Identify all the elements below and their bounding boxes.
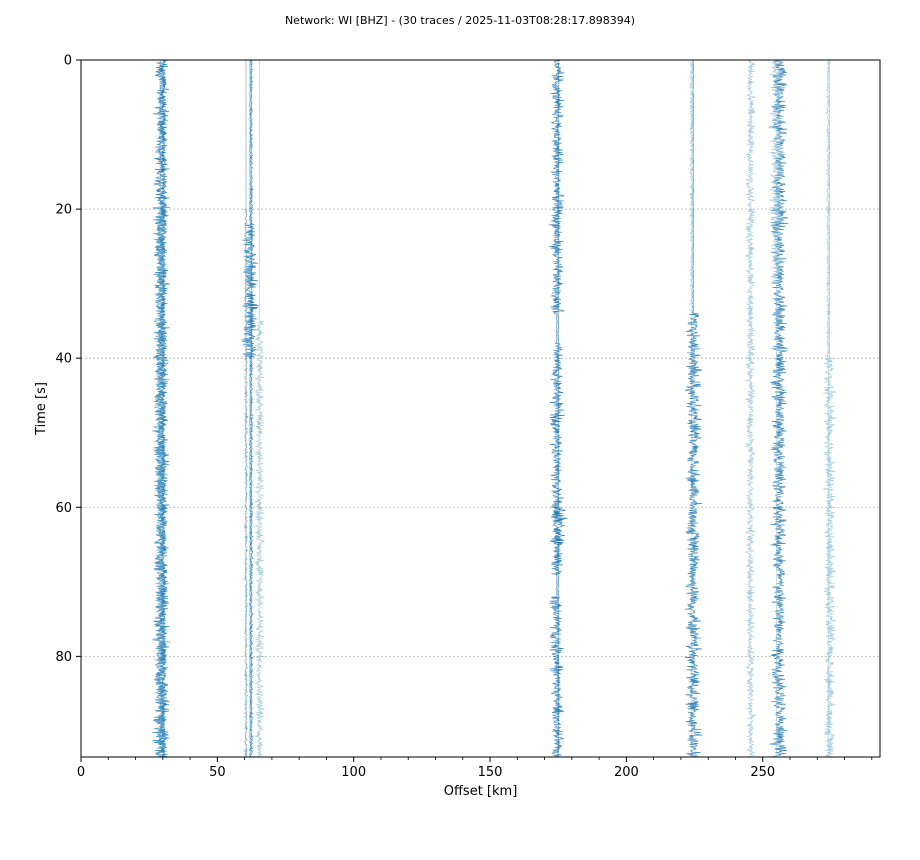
trace-14 xyxy=(768,59,785,758)
trace-15 xyxy=(822,59,837,758)
trace-7 xyxy=(254,59,266,758)
plot-frame xyxy=(80,59,881,758)
trace-5 xyxy=(248,59,255,758)
x-tick-label: 0 xyxy=(77,765,85,780)
trace-4 xyxy=(241,59,259,758)
x-tick-label: 50 xyxy=(209,765,226,780)
x-axis: 0 50 100 150 200 250 xyxy=(77,757,873,780)
trace-9 xyxy=(549,59,568,758)
y-tick-label: 20 xyxy=(55,203,72,218)
x-tick-label: 250 xyxy=(750,765,775,780)
x-tick-label: 200 xyxy=(614,765,639,780)
y-axis-label: Time [s] xyxy=(34,382,49,436)
x-axis-label: Offset [km] xyxy=(444,784,518,799)
y-axis: 0 20 40 60 80 xyxy=(55,54,81,665)
x-tick-label: 100 xyxy=(341,765,366,780)
trace-13 xyxy=(769,59,789,758)
trace-12 xyxy=(744,59,756,758)
trace-8 xyxy=(548,59,565,758)
y-tick-label: 40 xyxy=(55,352,72,367)
x-tick-label: 150 xyxy=(478,765,503,780)
trace-6 xyxy=(243,59,249,758)
trace-group xyxy=(152,59,837,758)
trace-11 xyxy=(684,59,703,758)
y-tick-label: 60 xyxy=(55,501,72,516)
y-tick-label: 80 xyxy=(55,650,72,665)
trace-16 xyxy=(825,59,832,758)
grid-lines xyxy=(81,208,880,657)
chart-title: Network: WI [BHZ] - (30 traces / 2025-11… xyxy=(285,14,635,27)
trace-3 xyxy=(153,59,167,758)
y-tick-label: 0 xyxy=(64,54,72,69)
